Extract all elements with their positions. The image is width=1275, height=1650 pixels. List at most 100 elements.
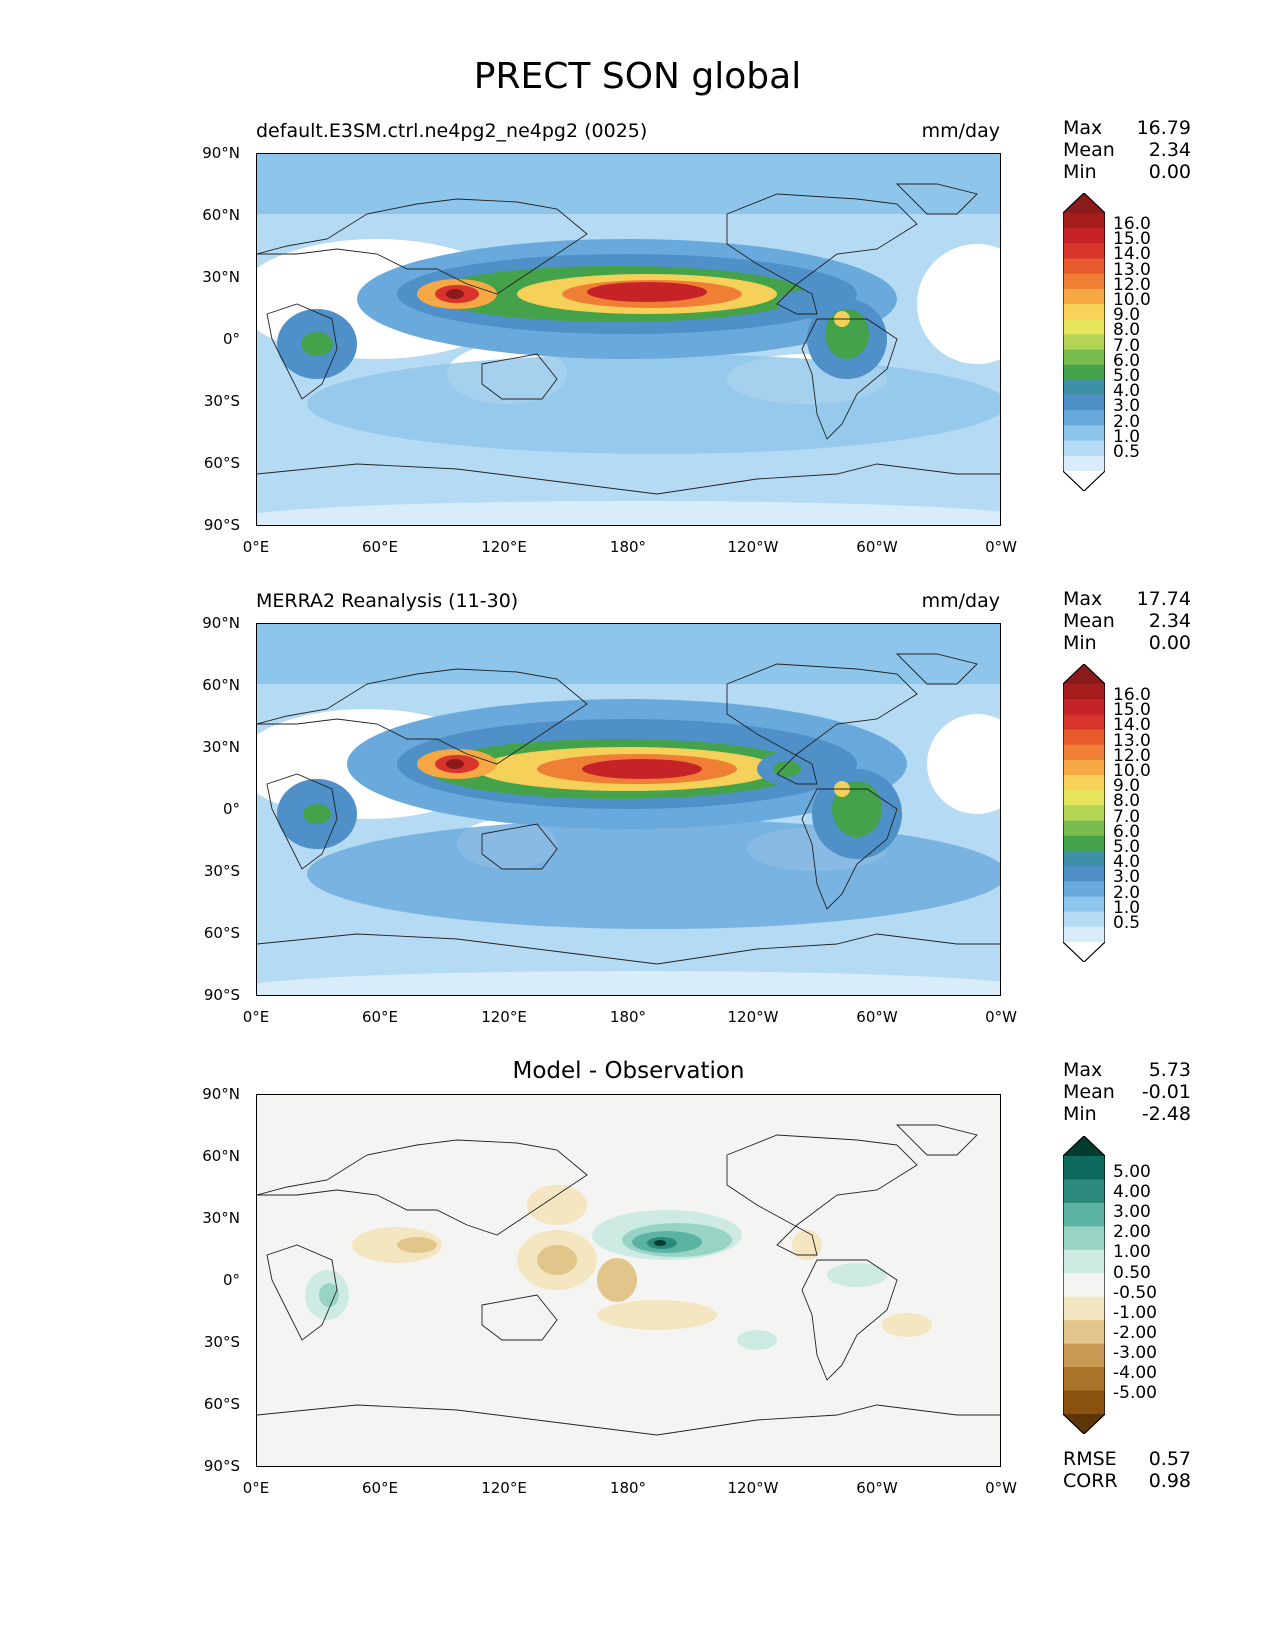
panel-reference-colorbar bbox=[1062, 663, 1106, 963]
x-tick-label: 120°E bbox=[481, 1008, 527, 1026]
colorbar-swatch bbox=[1063, 699, 1105, 715]
stat-min-label: Min bbox=[1063, 161, 1097, 183]
y-tick-label: 90°N bbox=[202, 614, 240, 632]
panel-reference-units: mm/day bbox=[921, 590, 1000, 612]
colorbar-swatch bbox=[1063, 1249, 1105, 1274]
colorbar-swatch bbox=[1063, 288, 1105, 305]
y-tick-label: 90°N bbox=[202, 144, 240, 162]
stat-mean-value: 2.34 bbox=[1148, 139, 1191, 161]
colorbar-tick-label: 3.0 bbox=[1113, 396, 1141, 417]
colorbar-tick-label: 7.0 bbox=[1113, 806, 1141, 827]
colorbar-tick-label: 14.0 bbox=[1113, 715, 1151, 736]
colorbar-swatch bbox=[1063, 820, 1105, 837]
colorbar-swatch bbox=[1063, 1226, 1105, 1251]
stat-mean-value: 2.34 bbox=[1148, 610, 1191, 632]
colorbar-swatch bbox=[1063, 942, 1105, 962]
colorbar-tick-label: 16.0 bbox=[1113, 214, 1151, 234]
colorbar-swatch bbox=[1063, 896, 1105, 913]
colorbar-swatch bbox=[1063, 395, 1105, 411]
colorbar-swatch bbox=[1063, 1343, 1105, 1368]
panel-reference-stats: Max 17.74 Mean 2.34 Min 0.00 bbox=[1063, 588, 1191, 654]
x-tick-label: 60°E bbox=[361, 1479, 399, 1497]
stat-max-value: 16.79 bbox=[1136, 117, 1191, 139]
colorbar-swatch bbox=[1063, 440, 1105, 457]
y-tick-label: 60°S bbox=[203, 1395, 240, 1413]
colorbar-tick-label: 2.0 bbox=[1113, 882, 1141, 903]
colorbar-swatch bbox=[1063, 714, 1105, 731]
corr-label: CORR bbox=[1063, 1470, 1118, 1492]
panel-difference-colorbar bbox=[1062, 1135, 1106, 1435]
colorbar-swatch bbox=[1063, 1367, 1105, 1392]
figure-title: PRECT SON global bbox=[473, 56, 802, 97]
colorbar-swatch bbox=[1063, 1390, 1105, 1415]
colorbar-swatch bbox=[1063, 425, 1105, 442]
x-tick-label: 120°E bbox=[481, 538, 527, 556]
colorbar-swatch bbox=[1063, 228, 1105, 244]
colorbar-tick-label: 12.0 bbox=[1113, 274, 1151, 295]
colorbar-tick-label: -4.00 bbox=[1113, 1363, 1157, 1383]
colorbar-swatch bbox=[1063, 1156, 1105, 1180]
colorbar-swatch bbox=[1063, 744, 1105, 761]
panel-model-colorbar bbox=[1062, 192, 1106, 492]
colorbar-swatch bbox=[1063, 304, 1105, 320]
y-tick-label: 30°S bbox=[203, 862, 240, 880]
colorbar-tick-label: 10.0 bbox=[1113, 761, 1151, 781]
colorbar-tick-label: 9.0 bbox=[1113, 305, 1141, 326]
y-tick-label: 0° bbox=[222, 330, 240, 348]
panel-model-title: default.E3SM.ctrl.ne4pg2_ne4pg2 (0025) bbox=[256, 120, 648, 142]
colorbar-swatch bbox=[1063, 258, 1105, 275]
y-tick-label: 60°N bbox=[202, 1147, 240, 1165]
y-tick-label: 60°N bbox=[202, 676, 240, 694]
y-tick-label: 60°S bbox=[203, 454, 240, 472]
colorbar-tick-label: 2.0 bbox=[1113, 411, 1141, 432]
colorbar-swatch bbox=[1063, 911, 1105, 928]
colorbar-swatch bbox=[1063, 775, 1105, 791]
panel-model-stats: Max 16.79 Mean 2.34 Min 0.00 bbox=[1063, 117, 1191, 183]
colorbar-swatch bbox=[1063, 455, 1105, 472]
stat-max-label: Max bbox=[1063, 588, 1103, 610]
x-tick-label: 180° bbox=[609, 1008, 647, 1026]
colorbar-swatch bbox=[1063, 729, 1105, 746]
stat-max-value: 17.74 bbox=[1136, 588, 1191, 610]
colorbar-tick-label: 3.0 bbox=[1113, 867, 1141, 888]
y-tick-label: 90°S bbox=[203, 1457, 240, 1475]
x-tick-label: 0°W bbox=[985, 538, 1017, 556]
y-tick-label: 90°N bbox=[202, 1085, 240, 1103]
reference-precip-map bbox=[256, 623, 1001, 996]
colorbar-tick-label: 15.0 bbox=[1113, 700, 1151, 721]
colorbar-tick-label: 1.0 bbox=[1113, 897, 1141, 918]
stat-min-label: Min bbox=[1063, 1103, 1097, 1125]
colorbar-swatch bbox=[1063, 213, 1105, 229]
stat-min-label: Min bbox=[1063, 632, 1097, 654]
colorbar-swatch bbox=[1063, 684, 1105, 700]
colorbar-swatch bbox=[1063, 1296, 1105, 1321]
x-tick-label: 60°W bbox=[856, 1479, 898, 1497]
x-tick-label: 60°E bbox=[361, 538, 399, 556]
colorbar-tick-label: -2.00 bbox=[1113, 1322, 1157, 1343]
colorbar-swatch bbox=[1063, 193, 1105, 213]
colorbar-swatch bbox=[1063, 379, 1105, 396]
stat-mean-label: Mean bbox=[1063, 610, 1115, 632]
colorbar-tick-label: 0.5 bbox=[1113, 913, 1141, 933]
colorbar-tick-label: 1.0 bbox=[1113, 426, 1141, 447]
rmse-value: 0.57 bbox=[1148, 1448, 1191, 1470]
colorbar-swatch bbox=[1063, 471, 1105, 491]
x-tick-label: 120°E bbox=[481, 1479, 527, 1497]
stat-mean-value: -0.01 bbox=[1141, 1081, 1191, 1103]
colorbar-tick-label: 14.0 bbox=[1113, 244, 1151, 265]
colorbar-tick-label: 4.00 bbox=[1113, 1182, 1151, 1203]
colorbar-swatch bbox=[1063, 319, 1105, 335]
colorbar-tick-label: 10.0 bbox=[1113, 290, 1151, 310]
colorbar-swatch bbox=[1063, 790, 1105, 806]
x-tick-label: 0°E bbox=[242, 1479, 270, 1497]
colorbar-swatch bbox=[1063, 926, 1105, 943]
panel-difference-title: Model - Observation bbox=[512, 1058, 745, 1084]
x-tick-label: 180° bbox=[609, 538, 647, 556]
stat-max-label: Max bbox=[1063, 117, 1103, 139]
colorbar-swatch bbox=[1063, 664, 1105, 684]
colorbar-tick-label: 4.0 bbox=[1113, 852, 1141, 873]
stat-max-value: 5.73 bbox=[1148, 1059, 1191, 1081]
y-tick-label: 60°N bbox=[202, 206, 240, 224]
